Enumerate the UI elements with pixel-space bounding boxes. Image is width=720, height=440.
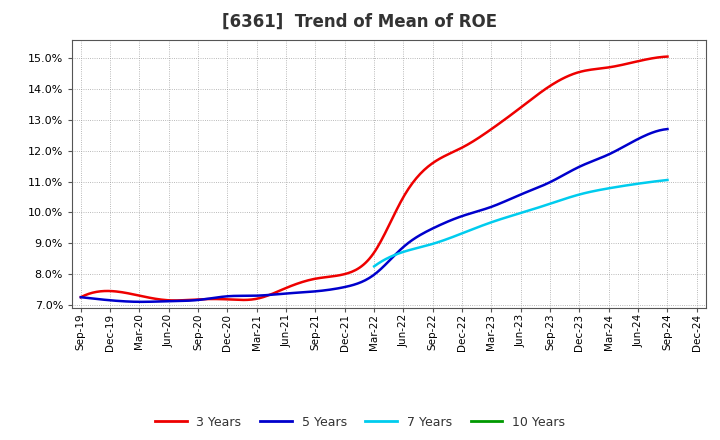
- Text: [6361]  Trend of Mean of ROE: [6361] Trend of Mean of ROE: [222, 13, 498, 31]
- Legend: 3 Years, 5 Years, 7 Years, 10 Years: 3 Years, 5 Years, 7 Years, 10 Years: [150, 411, 570, 434]
